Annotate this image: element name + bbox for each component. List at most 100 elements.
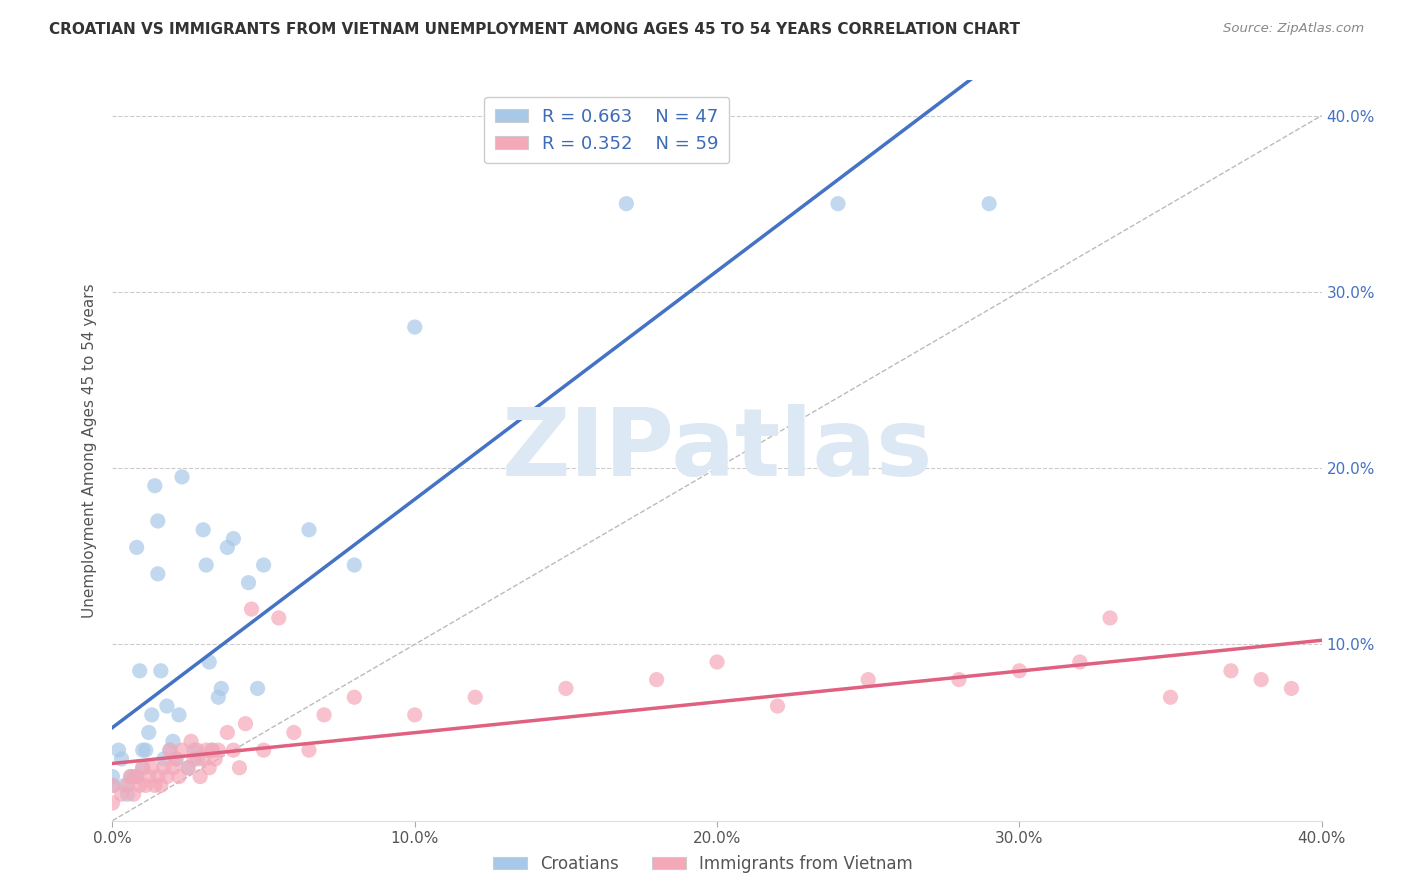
Point (101, 778, 124, 792)
Point (201, 743, 224, 757)
Point (165, 752, 187, 766)
Point (114, 778, 136, 792)
Point (143, 479, 166, 493)
Point (207, 690, 229, 705)
Point (120, 770, 142, 784)
Point (149, 778, 172, 792)
Point (948, 673, 970, 687)
Point (132, 761, 155, 775)
Legend: R = 0.663    N = 47, R = 0.352    N = 59: R = 0.663 N = 47, R = 0.352 N = 59 (484, 96, 730, 163)
Point (209, 681, 232, 696)
Text: CROATIAN VS IMMIGRANTS FROM VIETNAM UNEMPLOYMENT AMONG AGES 45 TO 54 YEARS CORRE: CROATIAN VS IMMIGRANTS FROM VIETNAM UNEM… (49, 22, 1021, 37)
Point (1098, 611, 1121, 625)
Point (165, 752, 187, 766)
Point (183, 752, 205, 766)
Y-axis label: Unemployment Among Ages 45 to 54 years: Unemployment Among Ages 45 to 54 years (82, 283, 97, 618)
Point (766, 699, 789, 714)
Point (153, 761, 176, 775)
Point (198, 761, 221, 775)
Point (198, 655, 221, 669)
Point (283, 725, 305, 739)
Point (146, 770, 169, 784)
Point (554, 681, 576, 696)
Point (267, 611, 290, 625)
Point (195, 558, 218, 572)
Point (135, 778, 157, 792)
Point (128, 778, 150, 792)
Point (706, 655, 728, 669)
Point (217, 541, 239, 555)
Point (141, 707, 163, 722)
Legend: Croatians, Immigrants from Vietnam: Croatians, Immigrants from Vietnam (486, 848, 920, 880)
Point (125, 541, 148, 555)
Point (188, 770, 211, 784)
Point (195, 743, 218, 757)
Point (191, 523, 214, 537)
Point (138, 725, 160, 739)
Point (117, 778, 139, 792)
Point (146, 514, 169, 528)
Point (107, 743, 129, 757)
Text: ZIPatlas: ZIPatlas (502, 404, 932, 497)
Point (159, 743, 181, 757)
Point (217, 725, 239, 739)
Point (132, 761, 155, 775)
Point (298, 523, 321, 537)
Point (125, 770, 148, 784)
Point (110, 787, 132, 801)
Point (1279, 681, 1302, 696)
Point (222, 743, 245, 757)
Point (132, 743, 155, 757)
Point (314, 707, 336, 722)
Point (156, 699, 179, 714)
Point (1069, 655, 1091, 669)
Point (222, 532, 245, 546)
Point (827, 196, 849, 211)
Point (167, 707, 190, 722)
Point (159, 743, 181, 757)
Text: Source: ZipAtlas.com: Source: ZipAtlas.com (1223, 22, 1364, 36)
Point (207, 743, 229, 757)
Point (156, 770, 179, 784)
Point (186, 752, 208, 766)
Point (977, 196, 1000, 211)
Point (235, 716, 257, 731)
Point (177, 761, 200, 775)
Point (404, 707, 426, 722)
Point (253, 558, 276, 572)
Point (135, 743, 157, 757)
Point (343, 690, 366, 705)
Point (110, 752, 132, 766)
Point (856, 673, 880, 687)
Point (298, 743, 321, 757)
Point (122, 770, 145, 784)
Point (180, 734, 202, 748)
Point (143, 778, 166, 792)
Point (146, 566, 169, 581)
Point (186, 743, 208, 757)
Point (201, 743, 224, 757)
Point (101, 770, 124, 784)
Point (122, 787, 145, 801)
Point (138, 770, 160, 784)
Point (238, 575, 260, 590)
Point (616, 196, 638, 211)
Point (191, 752, 214, 766)
Point (464, 690, 486, 705)
Point (246, 681, 269, 696)
Point (1008, 664, 1031, 678)
Point (1250, 673, 1272, 687)
Point (183, 743, 205, 757)
Point (253, 743, 276, 757)
Point (153, 752, 176, 766)
Point (240, 602, 263, 616)
Point (149, 664, 172, 678)
Point (343, 558, 366, 572)
Point (204, 752, 226, 766)
Point (170, 743, 193, 757)
Point (228, 761, 250, 775)
Point (101, 796, 124, 810)
Point (117, 787, 139, 801)
Point (404, 320, 426, 334)
Point (170, 470, 193, 484)
